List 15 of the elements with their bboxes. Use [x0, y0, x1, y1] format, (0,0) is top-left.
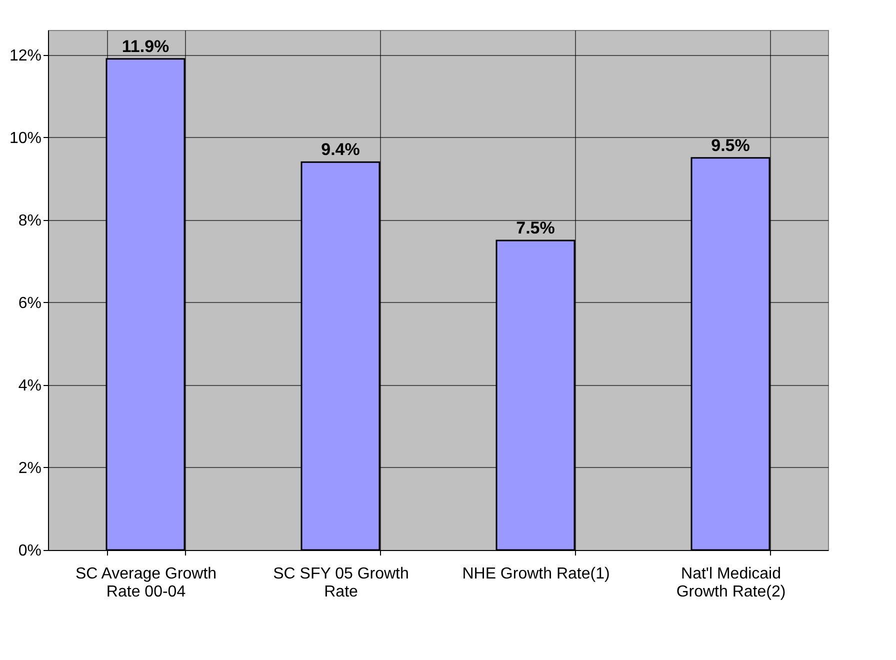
y-tick-label: 0% [18, 542, 42, 560]
y-tick-label: 2% [18, 460, 42, 477]
y-tick-label: 10% [9, 130, 42, 147]
y-tick-label: 6% [18, 294, 42, 312]
data-label: 7.5% [516, 218, 555, 238]
y-tick-label: 8% [18, 212, 42, 230]
x-tick-label: SC Average Growth Rate 00-04 [75, 566, 217, 600]
data-label: 11.9% [122, 36, 170, 56]
data-label: 9.4% [321, 140, 360, 160]
y-tick-label: 12% [9, 47, 42, 64]
x-tick-label: Nat'l Medicaid Growth Rate(2) [676, 566, 786, 600]
x-tick-label: NHE Growth Rate(1) [462, 566, 610, 582]
data-label: 9.5% [711, 136, 750, 155]
x-tick-label: SC SFY 05 Growth Rate [273, 566, 409, 600]
y-tick-label: 4% [18, 377, 42, 394]
